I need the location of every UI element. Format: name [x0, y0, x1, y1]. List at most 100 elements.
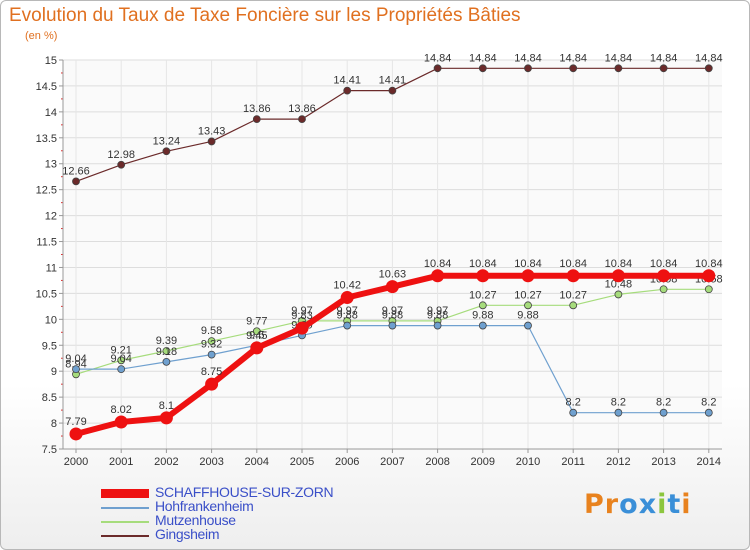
data-label: 14.41: [379, 75, 407, 87]
legend-label: Hohfrankenheim: [155, 498, 254, 514]
data-label: 14.84: [514, 52, 542, 64]
proxiti-logo: Proxiti: [584, 489, 692, 520]
data-point: [343, 321, 352, 330]
data-point: [159, 411, 173, 425]
data-label: 10.27: [469, 289, 497, 301]
data-point: [659, 285, 668, 294]
data-label: 9.88: [382, 310, 403, 322]
logo-letter: t: [667, 489, 682, 520]
data-point: [162, 147, 171, 156]
data-point: [252, 327, 261, 336]
x-tick-label: 2002: [154, 456, 178, 468]
data-label: 12.98: [107, 149, 135, 161]
data-label: 9.18: [156, 346, 177, 358]
data-label: 10.42: [333, 280, 361, 292]
x-tick-label: 2006: [335, 456, 359, 468]
x-tick-label: 2009: [471, 456, 495, 468]
data-label: 9.45: [246, 330, 267, 342]
data-label: 9.97: [382, 305, 403, 317]
logo-letter: x: [638, 489, 658, 520]
x-tick-label: 2013: [651, 456, 675, 468]
data-point: [657, 269, 671, 283]
x-tick-label: 2003: [199, 456, 223, 468]
data-label: 10.84: [559, 258, 587, 270]
data-label: 10.48: [605, 278, 633, 290]
unit-label: (en %): [25, 30, 58, 42]
data-point: [69, 427, 83, 441]
legend-label: Mutzenhouse: [155, 512, 236, 528]
data-label: 10.84: [695, 258, 723, 270]
data-label: 14.84: [605, 52, 633, 64]
data-point: [478, 64, 487, 73]
x-tick-label: 2011: [561, 456, 585, 468]
data-point: [704, 408, 713, 417]
data-label: 8.1: [159, 400, 174, 412]
y-tick-label: 13.5: [36, 133, 57, 145]
x-tick-label: 2001: [109, 456, 133, 468]
data-point: [207, 137, 216, 146]
data-point: [476, 269, 490, 283]
data-label: 9.5: [249, 329, 264, 341]
data-label: 8.94: [65, 358, 86, 370]
data-label: 14.84: [559, 52, 587, 64]
data-point: [524, 301, 532, 310]
x-tick-label: 2014: [697, 456, 721, 468]
data-label: 8.2: [701, 397, 716, 409]
data-point: [524, 321, 532, 330]
data-point: [611, 269, 625, 283]
logo-letter: i: [681, 489, 692, 520]
data-point: [569, 64, 578, 73]
data-point: [524, 64, 532, 73]
x-tick-label: 2004: [245, 456, 269, 468]
chart-title: Evolution du Taux de Taxe Foncière sur l…: [9, 5, 521, 26]
data-point: [478, 301, 487, 310]
x-tick-label: 2000: [64, 456, 88, 468]
y-tick-label: 9.5: [42, 340, 57, 352]
data-point: [162, 357, 171, 366]
data-label: 8.2: [656, 397, 671, 409]
legend-label: SCHAFFHOUSE-SUR-ZORN: [155, 484, 334, 500]
x-tick-label: 2010: [516, 456, 540, 468]
data-point: [521, 269, 535, 283]
data-label: 8.02: [110, 404, 131, 416]
data-label: 9.83: [291, 310, 312, 322]
data-point: [72, 365, 80, 374]
legend-swatch: [101, 535, 149, 537]
data-point: [569, 301, 578, 310]
data-label: 14.84: [695, 52, 723, 64]
data-label: 8.2: [566, 397, 581, 409]
data-label: 14.84: [469, 52, 497, 64]
data-label: 9.04: [110, 353, 131, 365]
data-point: [207, 350, 216, 359]
y-tick-label: 7.5: [42, 444, 57, 456]
legend-swatch: [101, 507, 149, 509]
data-point: [704, 285, 713, 294]
data-point: [702, 269, 716, 283]
y-tick-label: 10: [45, 314, 57, 326]
data-label: 9.88: [427, 310, 448, 322]
y-tick-label: 15: [45, 55, 57, 67]
x-tick-label: 2007: [380, 456, 404, 468]
data-label: 10.27: [514, 289, 542, 301]
data-point: [117, 160, 126, 169]
data-label: 10.84: [424, 258, 452, 270]
data-point: [207, 337, 216, 346]
x-tick-label: 2005: [290, 456, 314, 468]
data-point: [72, 177, 80, 186]
x-tick-label: 2008: [425, 456, 449, 468]
data-label: 10.84: [650, 258, 678, 270]
data-label: 10.63: [379, 269, 407, 281]
data-label: 9.39: [156, 335, 177, 347]
data-label: 9.04: [65, 353, 86, 365]
data-point: [388, 86, 397, 95]
data-point: [433, 321, 442, 330]
data-point: [433, 64, 442, 73]
data-point: [659, 408, 668, 417]
data-label: 8.2: [611, 397, 626, 409]
data-point: [343, 86, 352, 95]
y-tick-label: 11: [46, 262, 57, 274]
data-point: [385, 280, 399, 294]
y-tick-label: 14: [45, 107, 57, 119]
data-point: [659, 64, 668, 73]
data-point: [478, 321, 487, 330]
